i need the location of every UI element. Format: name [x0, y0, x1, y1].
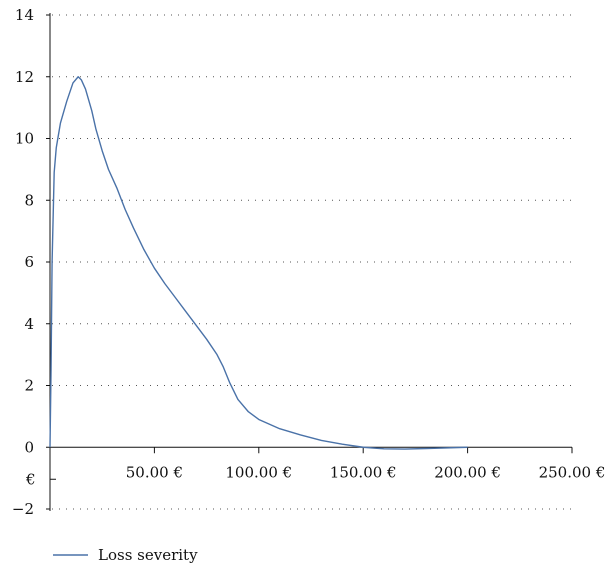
y-tick-label-7: 12 [15, 68, 34, 86]
y-tick-label-2: 2 [24, 377, 34, 395]
legend: Loss severity [53, 546, 198, 564]
x-tick-label-1: 100.00 € [225, 463, 292, 481]
x-tick-label-4: 250.00 € [539, 463, 606, 481]
series-line-0 [49, 76, 468, 450]
y-tick-label-1: 0 [24, 438, 34, 456]
x-tick-label-2: 150.00 € [330, 463, 397, 481]
y-tick-label-8: 14 [15, 6, 34, 24]
y-tick-label-4: 6 [24, 253, 34, 271]
tick-labels: −2 0 2 4 6 8 10 12 14 50.00 € 100.00 € 150.00 € 200.… [12, 6, 606, 518]
legend-label-0: Loss severity [98, 546, 198, 564]
y-tick-label-5: 8 [24, 191, 34, 209]
x-origin-label: € [25, 470, 36, 488]
gridlines [52, 14, 572, 510]
y-tick-label-3: 4 [24, 315, 34, 333]
x-tick-label-3: 200.00 € [434, 463, 501, 481]
y-tick-label-0: −2 [12, 500, 34, 518]
y-tick-label-6: 10 [15, 130, 34, 148]
series-lines [49, 76, 468, 450]
x-tick-label-0: 50.00 € [126, 463, 183, 481]
